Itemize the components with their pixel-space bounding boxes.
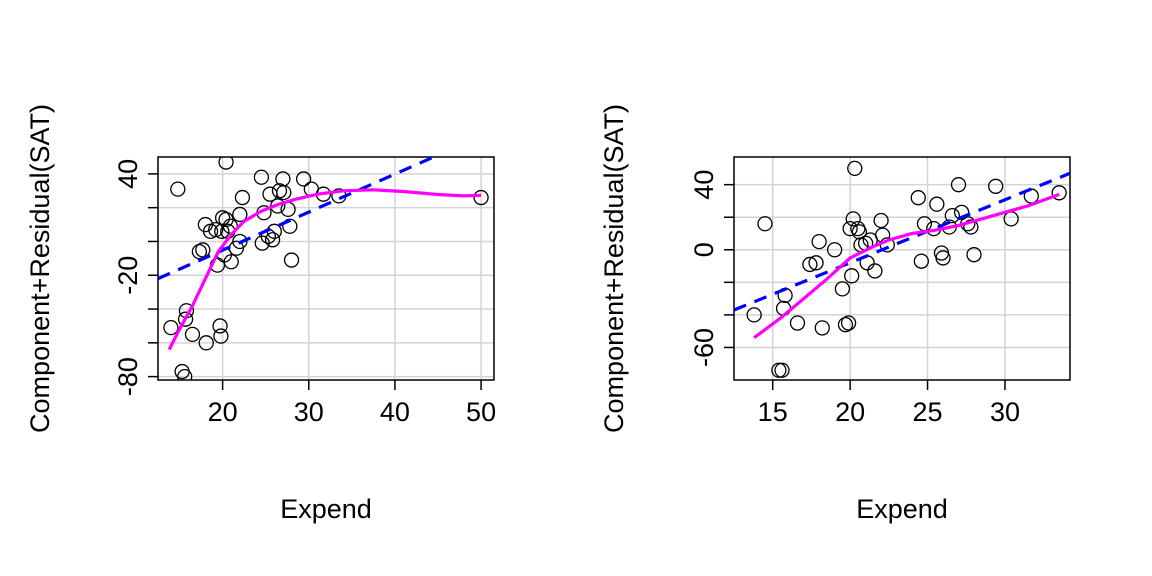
- y-axis-label: Component+Residual(SAT): [25, 104, 55, 433]
- data-point: [950, 177, 967, 193]
- grid: [158, 157, 494, 380]
- data-point: [283, 252, 300, 268]
- data-point: [163, 319, 179, 336]
- smooth-fit-line: [167, 188, 482, 351]
- x-axis-label: Expend: [280, 494, 372, 524]
- x-tick-label: 40: [380, 397, 410, 427]
- plot-area: [158, 157, 489, 380]
- data-point: [223, 254, 239, 270]
- data-point: [963, 219, 979, 235]
- data-point: [177, 311, 194, 327]
- x-tick-label: 25: [913, 397, 943, 427]
- data-point: [218, 157, 234, 170]
- y-tick-label: -80: [113, 357, 143, 396]
- data-point: [191, 243, 208, 260]
- data-point: [789, 315, 806, 331]
- panel-2: 15 20 25 30 -60 0 40 Expend Component+Residual(S…: [599, 104, 1071, 524]
- data-point: [845, 211, 861, 227]
- y-tick-label: 0: [689, 242, 719, 257]
- x-tick-label: 30: [294, 397, 324, 427]
- linear-fit-line: [734, 171, 1070, 312]
- data-point: [802, 256, 818, 273]
- data-point: [847, 160, 863, 177]
- data-point: [295, 171, 312, 187]
- data-point: [266, 223, 282, 239]
- data-point: [1003, 211, 1019, 227]
- data-point: [826, 242, 843, 258]
- grid: [734, 157, 1070, 380]
- y-tick-label: -20: [113, 256, 143, 295]
- data-point: [771, 362, 787, 378]
- plot-area: [734, 160, 1070, 378]
- data-point: [1051, 185, 1067, 201]
- data-point: [873, 212, 889, 229]
- x-axis-label: Expend: [856, 494, 948, 524]
- data-point: [757, 216, 773, 232]
- data-point: [170, 181, 186, 197]
- data-point: [834, 281, 851, 297]
- x-tick-label: 50: [466, 397, 496, 427]
- data-point: [929, 196, 945, 212]
- data-point: [195, 242, 211, 258]
- data-point: [935, 250, 951, 266]
- data-point: [944, 207, 960, 224]
- panel-1: 20 30 40 50 -80 -20 40 Expend Component+Residual…: [25, 104, 496, 524]
- data-point: [208, 221, 224, 238]
- data-point: [850, 220, 866, 237]
- y-axis-label: Component+Residual(SAT): [599, 104, 629, 433]
- data-point: [212, 318, 228, 334]
- data-point: [840, 315, 857, 331]
- data-point: [814, 320, 830, 336]
- data-point: [844, 268, 860, 284]
- data-point: [774, 362, 790, 378]
- data-point: [837, 317, 854, 333]
- plot-frame: [157, 156, 495, 381]
- y-tick-label: 40: [689, 170, 719, 200]
- data-point: [808, 255, 824, 271]
- x-tick-label: 20: [835, 397, 865, 427]
- data-point: [966, 247, 982, 263]
- data-point: [276, 184, 292, 201]
- data-point: [177, 368, 193, 380]
- data-point: [264, 232, 281, 248]
- data-point: [746, 307, 762, 323]
- data-point: [232, 233, 248, 250]
- data-point: [842, 220, 858, 237]
- x-tick-label: 30: [990, 397, 1020, 427]
- smooth-fit-line: [753, 192, 1060, 339]
- y-tick-label: 40: [113, 159, 143, 189]
- data-point: [213, 328, 229, 344]
- y-tick-label: -60: [689, 328, 719, 367]
- data-point: [988, 178, 1004, 194]
- data-point: [198, 335, 214, 351]
- data-point: [214, 210, 231, 226]
- data-point: [473, 189, 489, 206]
- data-point: [811, 233, 827, 250]
- linear-fit-line: [158, 157, 435, 281]
- data-point: [234, 189, 251, 206]
- data-point: [867, 263, 883, 279]
- data-point: [253, 169, 270, 185]
- plot-frame: [733, 156, 1071, 381]
- data-point: [913, 253, 930, 269]
- data-point: [232, 206, 248, 223]
- x-tick-label: 20: [208, 397, 238, 427]
- x-tick-label: 15: [758, 397, 788, 427]
- data-point: [910, 190, 926, 206]
- data-point: [184, 326, 201, 343]
